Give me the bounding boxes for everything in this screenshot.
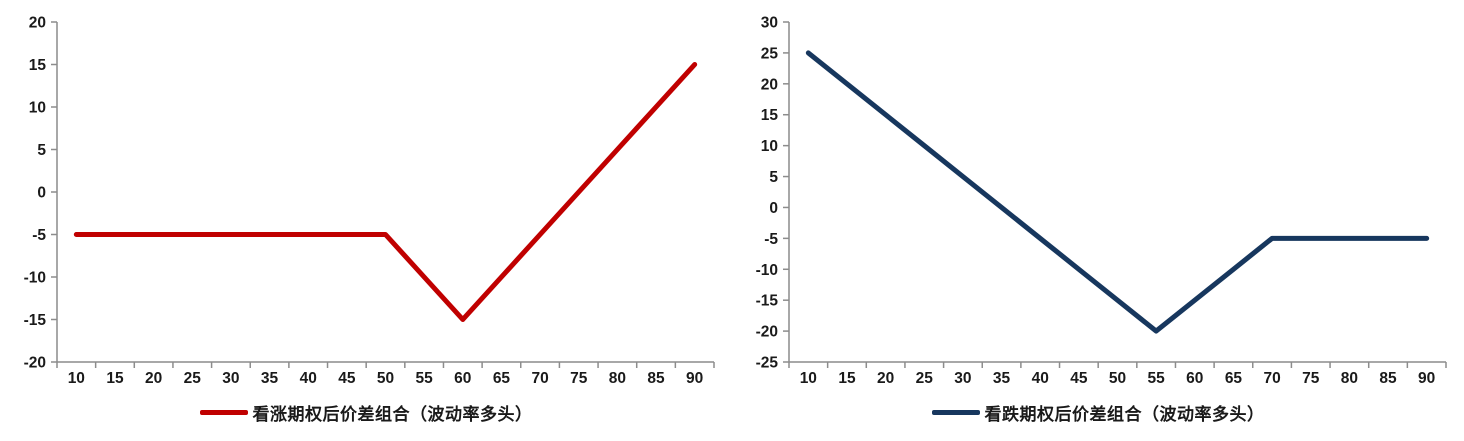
- x-tick-label: 30: [954, 370, 971, 387]
- y-tick-label: -5: [764, 231, 778, 248]
- x-tick-label: 90: [1418, 370, 1435, 387]
- x-tick-label: 50: [1109, 370, 1126, 387]
- x-tick-label: 35: [261, 370, 279, 387]
- legend-label-call-backspread: 看涨期权后价差组合（波动率多头）: [252, 404, 533, 424]
- series-line: [73, 62, 698, 322]
- x-tick-label: 70: [1263, 370, 1280, 387]
- x-tick-label: 60: [454, 370, 471, 387]
- y-tick-label: -20: [756, 324, 778, 341]
- x-tick-label: 45: [338, 370, 356, 387]
- y-tick-label: 20: [29, 15, 46, 32]
- x-tick-label: 40: [1032, 370, 1049, 387]
- x-tick-label: 55: [416, 370, 434, 387]
- x-tick-label: 50: [377, 370, 394, 387]
- x-tick-label: 35: [993, 370, 1011, 387]
- x-tick-label: 55: [1148, 370, 1166, 387]
- x-tick-label: 80: [609, 370, 626, 387]
- x-tick-label: 75: [570, 370, 588, 387]
- x-tick-label: 15: [838, 370, 856, 387]
- x-tick-label: 25: [916, 370, 934, 387]
- y-tick-label: 15: [761, 107, 779, 124]
- legend-label-put-backspread: 看跌期权后价差组合（波动率多头）: [984, 404, 1265, 424]
- y-tick-label: 0: [769, 200, 778, 217]
- y-tick-label: 25: [761, 45, 779, 62]
- x-tick-label: 65: [1225, 370, 1243, 387]
- x-tick-label: 85: [647, 370, 665, 387]
- legend-line-marker-red: [199, 409, 248, 415]
- x-tick-label: 60: [1186, 370, 1203, 387]
- x-tick-label: 70: [531, 370, 548, 387]
- y-tick-label: -10: [24, 270, 46, 287]
- x-tick-label: 30: [222, 370, 239, 387]
- x-tick-label: 10: [68, 370, 85, 387]
- y-tick-label: 15: [29, 57, 47, 74]
- chart-call-backspread: 20 15 10 5 0 -5 -10 -15 -20 10 15 20 25 30 35 40 45 50 55 6…: [0, 15, 732, 428]
- x-tick-label: 15: [106, 370, 124, 387]
- chart-put-backspread: 30 25 20 15 10 5 0 -5 -10 -15 -20 -25 10 15 20 25 30 35 40…: [732, 0, 1464, 441]
- y-tick-label: 0: [37, 185, 46, 202]
- y-tick-label: -15: [756, 293, 779, 310]
- x-tick-label: 65: [493, 370, 511, 387]
- x-tick-label: 20: [877, 370, 894, 387]
- y-tick-label: -20: [24, 355, 46, 372]
- x-tick-label: 10: [800, 370, 817, 387]
- y-tick-label: 5: [37, 142, 46, 159]
- x-tick-label: 45: [1070, 370, 1088, 387]
- x-tick-label: 25: [184, 370, 202, 387]
- y-tick-label: 20: [761, 76, 778, 93]
- legend-line-marker-navy: [931, 409, 980, 415]
- y-tick-label: -15: [24, 312, 47, 329]
- y-tick-label: -10: [756, 262, 778, 279]
- x-tick-label: 20: [145, 370, 162, 387]
- y-tick-label: 10: [29, 100, 46, 117]
- x-tick-label: 75: [1302, 370, 1320, 387]
- y-tick-label: 10: [761, 138, 778, 155]
- x-tick-label: 85: [1379, 370, 1397, 387]
- y-tick-label: 5: [769, 169, 778, 186]
- x-tick-label: 80: [1341, 370, 1358, 387]
- legend-put-backspread: 看跌期权后价差组合（波动率多头）: [732, 396, 1464, 428]
- y-tick-label: -5: [32, 227, 46, 244]
- y-tick-label: 30: [761, 15, 778, 32]
- series-line: [805, 50, 1430, 334]
- legend-call-backspread: 看涨期权后价差组合（波动率多头）: [0, 396, 732, 428]
- y-tick-label: -25: [756, 355, 779, 372]
- x-tick-label: 90: [686, 370, 703, 387]
- x-tick-label: 40: [300, 370, 317, 387]
